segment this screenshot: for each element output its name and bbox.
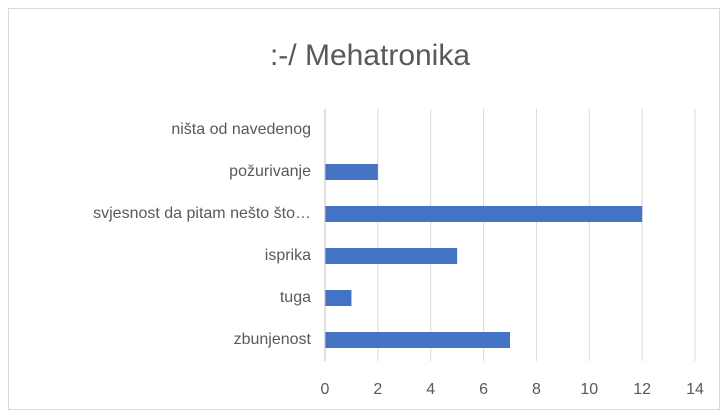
y-tick-label: svjesnost da pitam nešto što… [93, 205, 311, 222]
x-tick-label: 2 [373, 381, 382, 398]
x-tick-label: 10 [580, 381, 598, 398]
x-tick-label: 12 [633, 381, 651, 398]
x-tick-label: 6 [479, 381, 488, 398]
y-tick-label: tuga [280, 289, 311, 306]
y-tick-label: ništa od navedenog [171, 121, 311, 138]
x-tick-label: 4 [426, 381, 435, 398]
bar [325, 332, 510, 348]
x-tick-label: 0 [321, 381, 330, 398]
x-tick-label: 8 [532, 381, 541, 398]
bar [325, 164, 378, 180]
y-tick-label: požurivanje [229, 163, 311, 180]
y-tick-label: isprika [265, 247, 311, 264]
y-tick-label: zbunjenost [234, 331, 312, 348]
x-tick-label: 14 [686, 381, 704, 398]
bar [325, 206, 643, 222]
bar [325, 248, 458, 264]
bar [325, 290, 352, 306]
chart-title: :-/ Mehatronika [270, 39, 470, 72]
